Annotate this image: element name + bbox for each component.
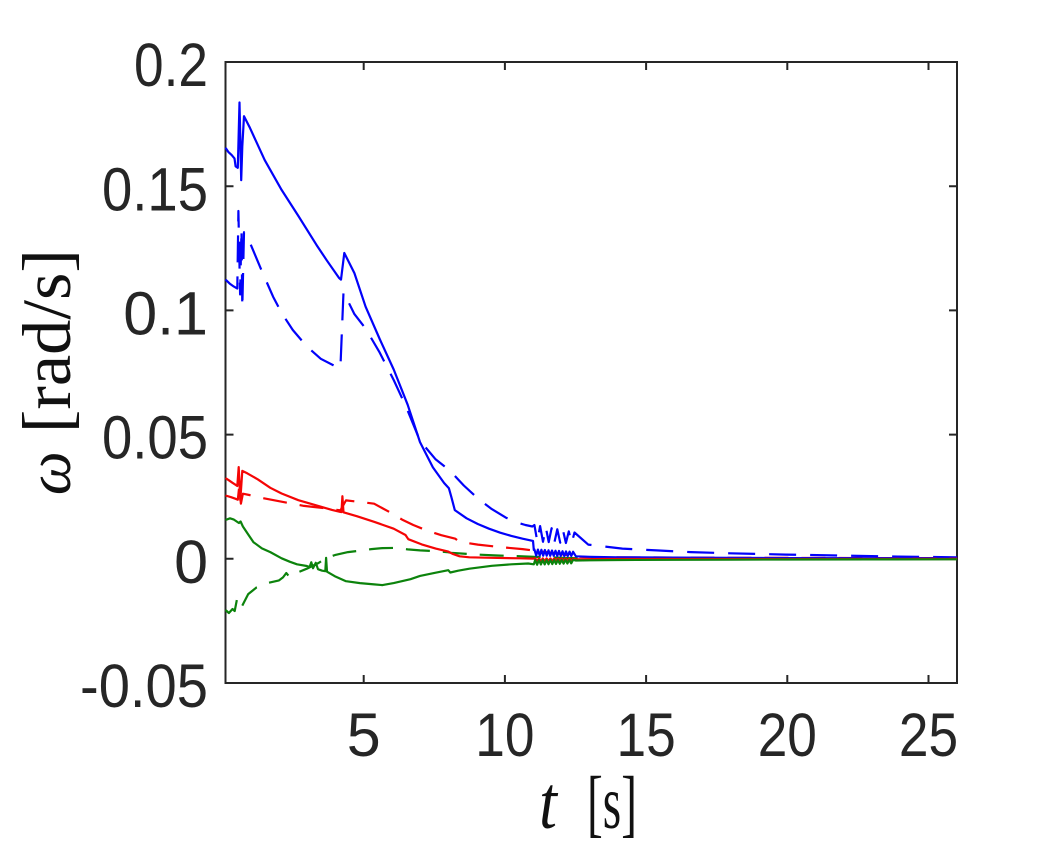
svg-text:ω: ω <box>16 451 84 495</box>
svg-text:t: t <box>539 762 558 844</box>
svg-text:20: 20 <box>758 701 817 769</box>
svg-text:0.1: 0.1 <box>123 280 208 348</box>
svg-text:15: 15 <box>617 701 676 769</box>
svg-text:0.05: 0.05 <box>102 404 208 472</box>
svg-text:5: 5 <box>347 701 381 769</box>
svg-text:[s]: [s] <box>587 762 637 844</box>
svg-text:0: 0 <box>174 528 208 596</box>
svg-text:-0.05: -0.05 <box>80 652 208 720</box>
svg-text:[rad/s]: [rad/s] <box>9 249 85 433</box>
svg-text:25: 25 <box>899 701 958 769</box>
svg-text:0.15: 0.15 <box>102 155 208 223</box>
svg-text:10: 10 <box>475 701 534 769</box>
svg-text:0.2: 0.2 <box>134 31 208 99</box>
